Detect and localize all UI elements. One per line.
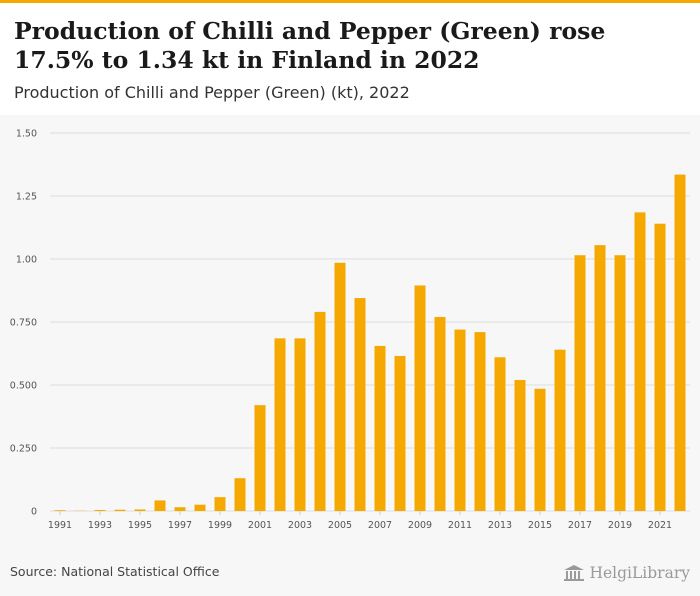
logo-text: HelgiLibrary <box>589 564 690 582</box>
y-tick-label: 0 <box>31 507 37 518</box>
page-title: Production of Chilli and Pepper (Green) … <box>14 17 606 74</box>
bar-2016[interactable] <box>554 349 566 511</box>
bar-2004[interactable] <box>314 311 326 511</box>
x-tick-label: 1999 <box>208 520 232 531</box>
bar-2017[interactable] <box>574 255 586 511</box>
bar-1993[interactable] <box>94 509 106 511</box>
source-note: Source: National Statistical Office <box>10 564 220 579</box>
bar-2012[interactable] <box>474 332 486 511</box>
bar-2003[interactable] <box>294 338 306 511</box>
x-tick-label: 1997 <box>168 520 192 531</box>
x-tick-label: 2011 <box>448 520 472 531</box>
library-building-icon <box>564 565 585 581</box>
y-tick-label: 1.00 <box>16 255 37 266</box>
y-tick-label: 1.50 <box>16 129 37 140</box>
bar-2019[interactable] <box>614 255 626 511</box>
bar-2013[interactable] <box>494 357 506 511</box>
bar-2001[interactable] <box>254 405 266 511</box>
chart-footer: Source: National Statistical Office Helg… <box>0 555 700 596</box>
x-tick-label: 2001 <box>248 520 272 531</box>
bar-2021[interactable] <box>654 223 666 511</box>
y-tick-label: 1.25 <box>16 192 37 203</box>
bar-2014[interactable] <box>514 379 526 511</box>
chart-subtitle: Production of Chilli and Pepper (Green) … <box>14 83 410 102</box>
x-tick-label: 1995 <box>128 520 152 531</box>
bar-1996[interactable] <box>154 500 166 511</box>
bar-2015[interactable] <box>534 388 546 511</box>
x-tick-label: 2007 <box>368 520 392 531</box>
accent-top-bar <box>0 0 700 3</box>
x-tick-label: 2005 <box>328 520 352 531</box>
bar-2007[interactable] <box>374 345 386 511</box>
x-tick-label: 2019 <box>608 520 632 531</box>
x-tick-label: 2009 <box>408 520 432 531</box>
x-tick-label: 2021 <box>648 520 672 531</box>
x-tick-label: 2017 <box>568 520 592 531</box>
bar-chart: 0 0.250 0.500 0.750 1.00 1.25 1.50 1991 1993 1995… <box>10 129 690 531</box>
bar-2005[interactable] <box>334 262 346 511</box>
bar-1998[interactable] <box>194 504 206 511</box>
bar-2000[interactable] <box>234 478 246 511</box>
bar-2011[interactable] <box>454 329 466 511</box>
bar-1997[interactable] <box>174 507 186 511</box>
x-tick-label: 1991 <box>48 520 72 531</box>
x-tick-label: 2013 <box>488 520 512 531</box>
x-tick-label: 2015 <box>528 520 552 531</box>
bar-2018[interactable] <box>594 245 606 511</box>
y-tick-label: 0.250 <box>10 444 37 455</box>
bar-1994[interactable] <box>114 509 126 511</box>
x-tick-label: 2003 <box>288 520 312 531</box>
helgilibrary-logo[interactable]: HelgiLibrary <box>563 561 690 585</box>
bar-2008[interactable] <box>394 356 406 511</box>
plot-area: 0 0.250 0.500 0.750 1.00 1.25 1.50 1991 1993 1995… <box>0 115 700 555</box>
bar-2022[interactable] <box>674 174 686 511</box>
bar-2020[interactable] <box>634 212 646 511</box>
bar-1995[interactable] <box>134 509 146 511</box>
y-tick-label: 0.750 <box>10 318 37 329</box>
bar-2009[interactable] <box>414 285 426 511</box>
bar-1991[interactable] <box>54 510 66 511</box>
y-tick-label: 0.500 <box>10 381 37 392</box>
x-tick-label: 1993 <box>88 520 112 531</box>
bar-2006[interactable] <box>354 298 366 511</box>
chart-header: Production of Chilli and Pepper (Green) … <box>0 3 700 115</box>
bar-1999[interactable] <box>214 497 226 511</box>
bar-2010[interactable] <box>434 316 446 511</box>
bar-2002[interactable] <box>274 338 286 511</box>
